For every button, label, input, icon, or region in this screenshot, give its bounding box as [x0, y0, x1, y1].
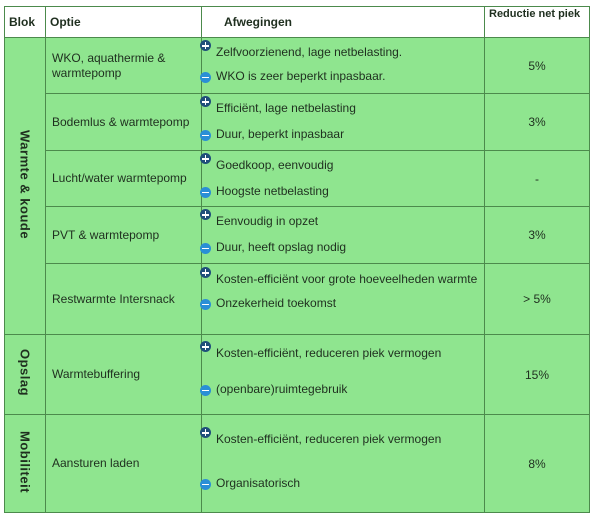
reductie-cell: 8% — [484, 414, 590, 513]
pro-line: Zelfvoorzienend, lage netbelasting. — [200, 40, 484, 59]
header-reductie: Reductie net piek — [484, 6, 590, 38]
pro-text: Eenvoudig in opzet — [216, 214, 319, 228]
con-line: Duur, beperkt inpasbaar — [200, 127, 484, 141]
optie-cell: Aansturen laden — [45, 414, 202, 513]
con-line: Onzekerheid toekomst — [200, 296, 484, 310]
minus-icon — [200, 130, 211, 141]
con-line: Hoogste netbelasting — [200, 184, 484, 198]
header-afwegingen: Afwegingen — [201, 6, 485, 38]
group-mobiliteit: Mobiliteit — [4, 414, 46, 513]
optie-cell: PVT & warmtepomp — [45, 206, 202, 264]
reductie-cell: 3% — [484, 206, 590, 264]
pro-text: Goedkoop, eenvoudig — [216, 158, 334, 172]
pro-line: Kosten-efficiënt, reduceren piek vermoge… — [200, 341, 484, 360]
con-line: Duur, heeft opslag nodig — [200, 240, 484, 254]
pro-text: Kosten-efficiënt, reduceren piek vermoge… — [216, 346, 442, 360]
pro-line: Efficiënt, lage netbelasting — [200, 96, 484, 115]
minus-icon — [200, 243, 211, 254]
options-table-container: Blok Optie Afwegingen Reductie net piek … — [4, 6, 590, 513]
reductie-cell: 5% — [484, 37, 590, 94]
con-line: WKO is zeer beperkt inpasbaar. — [200, 69, 484, 83]
minus-icon — [200, 479, 211, 490]
afwegingen-cell: Kosten-efficiënt voor grote hoeveelheden… — [200, 263, 485, 335]
reductie-cell: - — [484, 150, 590, 207]
afwegingen-cell: Kosten-efficiënt, reduceren piek vermoge… — [200, 414, 485, 513]
optie-cell: Warmtebuffering — [45, 334, 202, 415]
pro-line: Kosten-efficiënt voor grote hoeveelheden… — [200, 267, 484, 286]
optie-cell: Lucht/water warmtepomp — [45, 150, 202, 207]
con-text: Duur, beperkt inpasbaar — [216, 127, 345, 141]
afwegingen-cell: Goedkoop, eenvoudig Hoogste netbelasting — [200, 150, 485, 207]
options-table: Blok Optie Afwegingen Reductie net piek … — [4, 6, 590, 513]
con-text: Duur, heeft opslag nodig — [216, 240, 347, 254]
plus-icon — [200, 209, 211, 220]
table-row: Warmte & koude WKO, aquathermie & warmte… — [4, 37, 590, 335]
reductie-cell: 3% — [484, 93, 590, 151]
table-row: Restwarmte Intersnack Kosten-efficiënt v… — [5, 263, 590, 335]
con-text: Onzekerheid toekomst — [216, 296, 337, 310]
table-row: Mobiliteit Aansturen laden Kosten-effici… — [4, 414, 590, 513]
minus-icon — [200, 72, 211, 83]
plus-icon — [200, 267, 211, 278]
plus-icon — [200, 40, 211, 51]
pro-line: Eenvoudig in opzet — [200, 209, 484, 228]
group-opslag: Opslag — [4, 334, 46, 415]
minus-icon — [200, 299, 211, 310]
plus-icon — [200, 427, 211, 438]
reductie-cell: > 5% — [484, 263, 590, 335]
pro-line: Goedkoop, eenvoudig — [200, 153, 484, 172]
group-warmte-koude: Warmte & koude — [4, 37, 46, 335]
plus-icon — [200, 153, 211, 164]
con-text: Organisatorisch — [216, 476, 301, 490]
con-text: WKO is zeer beperkt inpasbaar. — [216, 69, 386, 83]
minus-icon — [200, 385, 211, 396]
afwegingen-cell: Kosten-efficiënt, reduceren piek vermoge… — [200, 334, 485, 415]
reductie-cell: 15% — [484, 334, 590, 415]
table-row: PVT & warmtepomp Eenvoudig in opzet Duur… — [5, 206, 590, 264]
afwegingen-cell: Eenvoudig in opzet Duur, heeft opslag no… — [200, 206, 485, 264]
table-row: Opslag Warmtebuffering Kosten-efficiënt,… — [4, 334, 590, 415]
header-optie: Optie — [45, 6, 202, 38]
table-row: Lucht/water warmtepomp Goedkoop, eenvoud… — [5, 150, 590, 207]
pro-text: Efficiënt, lage netbelasting — [216, 101, 356, 115]
pro-text: Kosten-efficiënt, reduceren piek vermoge… — [216, 432, 442, 446]
afwegingen-cell: Zelfvoorzienend, lage netbelasting. WKO … — [200, 37, 485, 94]
table-row: Bodemlus & warmtepomp Efficiënt, lage ne… — [5, 93, 590, 151]
con-line: (openbare)ruimtegebruik — [200, 382, 484, 396]
minus-icon — [200, 187, 211, 198]
con-line: Organisatorisch — [200, 476, 484, 490]
header-blok: Blok — [4, 6, 46, 38]
pro-line: Kosten-efficiënt, reduceren piek vermoge… — [200, 427, 484, 446]
con-text: Hoogste netbelasting — [216, 184, 329, 198]
plus-icon — [200, 96, 211, 107]
afwegingen-cell: Efficiënt, lage netbelasting Duur, beper… — [200, 93, 485, 151]
optie-cell: Restwarmte Intersnack — [45, 263, 202, 335]
optie-cell: Bodemlus & warmtepomp — [45, 93, 202, 151]
pro-text: Zelfvoorzienend, lage netbelasting. — [216, 45, 403, 59]
header-row: Blok Optie Afwegingen Reductie net piek — [4, 6, 590, 38]
pro-text: Kosten-efficiënt voor grote hoeveelheden… — [216, 272, 478, 286]
optie-cell: WKO, aquathermie & warmtepomp — [45, 37, 202, 94]
plus-icon — [200, 341, 211, 352]
con-text: (openbare)ruimtegebruik — [216, 382, 348, 396]
